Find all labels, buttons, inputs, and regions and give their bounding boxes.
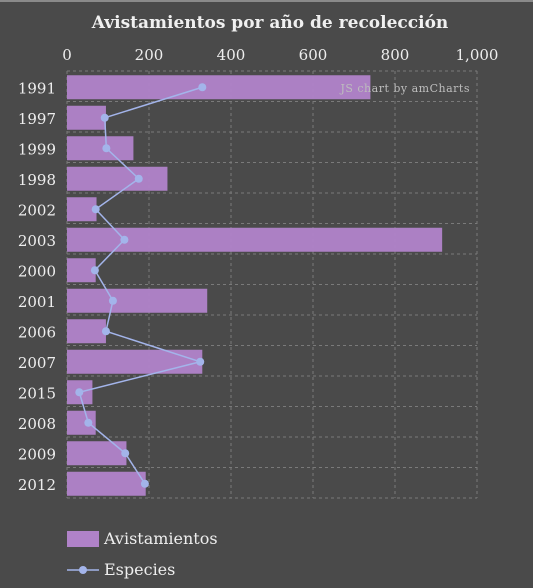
- bar-avistamientos-2001: [67, 288, 208, 313]
- y-axis-ticks: 1991 1997 1999 1998 2002 2003 2000 2001 2006 2007…: [18, 79, 56, 494]
- point-especies-1999: [102, 144, 111, 153]
- bar-avistamientos-2006: [67, 319, 106, 344]
- legend-swatch-avistamientos: [67, 531, 99, 547]
- bar-avistamientos-2003: [67, 227, 443, 252]
- y-tick-label-2008: 2008: [18, 415, 56, 433]
- y-tick-label-2009: 2009: [18, 445, 56, 463]
- point-especies-2009: [121, 449, 130, 458]
- bars: [67, 75, 443, 496]
- y-tick-label-1997: 1997: [18, 110, 56, 128]
- bar-avistamientos-1998: [67, 166, 168, 191]
- point-especies-2015: [75, 388, 84, 397]
- bar-avistamientos-2002: [67, 197, 97, 222]
- bar-avistamientos-2009: [67, 441, 127, 466]
- bar-avistamientos-2012: [67, 471, 146, 496]
- point-especies-2008: [84, 418, 93, 427]
- line-especies: [78, 86, 203, 485]
- x-axis-ticks: 0 200 400 600 800 1,000: [62, 46, 498, 64]
- legend-swatch-especies-dot: [79, 566, 87, 574]
- x-tick-label: 1,000: [456, 46, 499, 64]
- point-especies-2001: [108, 296, 117, 305]
- legend[interactable]: Avistamientos Especies: [67, 529, 218, 579]
- point-especies-2003: [120, 235, 129, 244]
- point-especies-1991: [198, 83, 207, 92]
- y-tick-label-2012: 2012: [18, 476, 56, 494]
- legend-label-avistamientos[interactable]: Avistamientos: [103, 529, 218, 548]
- point-especies-2000: [90, 266, 99, 275]
- point-especies-1997: [100, 113, 109, 122]
- watermark: JS chart by amCharts: [339, 82, 470, 95]
- bar-avistamientos-1999: [67, 136, 134, 161]
- y-tick-label-2001: 2001: [18, 293, 56, 311]
- y-tick-label-2015: 2015: [18, 384, 56, 402]
- x-tick-label: 0: [62, 46, 72, 64]
- bar-avistamientos-1991: [67, 75, 371, 100]
- chart-title: Avistamientos por año de recolección: [91, 13, 449, 33]
- top-border: [0, 0, 533, 2]
- bar-avistamientos-1997: [67, 105, 106, 130]
- y-tick-label-1998: 1998: [18, 171, 56, 189]
- y-tick-label-2000: 2000: [18, 262, 56, 280]
- point-especies-2012: [140, 479, 149, 488]
- y-tick-label-1999: 1999: [18, 140, 56, 158]
- legend-label-especies[interactable]: Especies: [104, 560, 175, 579]
- x-tick-label: 200: [135, 46, 164, 64]
- x-tick-label: 800: [381, 46, 410, 64]
- y-tick-label-1991: 1991: [18, 79, 56, 97]
- x-tick-label: 400: [217, 46, 246, 64]
- point-especies-2006: [101, 327, 110, 336]
- grid: [66, 70, 478, 499]
- y-tick-label-2007: 2007: [18, 354, 56, 372]
- point-especies-2002: [91, 205, 100, 214]
- x-tick-label: 600: [299, 46, 328, 64]
- line-series: [75, 83, 207, 488]
- point-especies-2007: [196, 357, 205, 366]
- y-tick-label-2003: 2003: [18, 232, 56, 250]
- point-especies-1998: [134, 174, 143, 183]
- y-tick-label-2006: 2006: [18, 323, 56, 341]
- y-tick-label-2002: 2002: [18, 201, 56, 219]
- bar-avistamientos-2007: [67, 349, 203, 374]
